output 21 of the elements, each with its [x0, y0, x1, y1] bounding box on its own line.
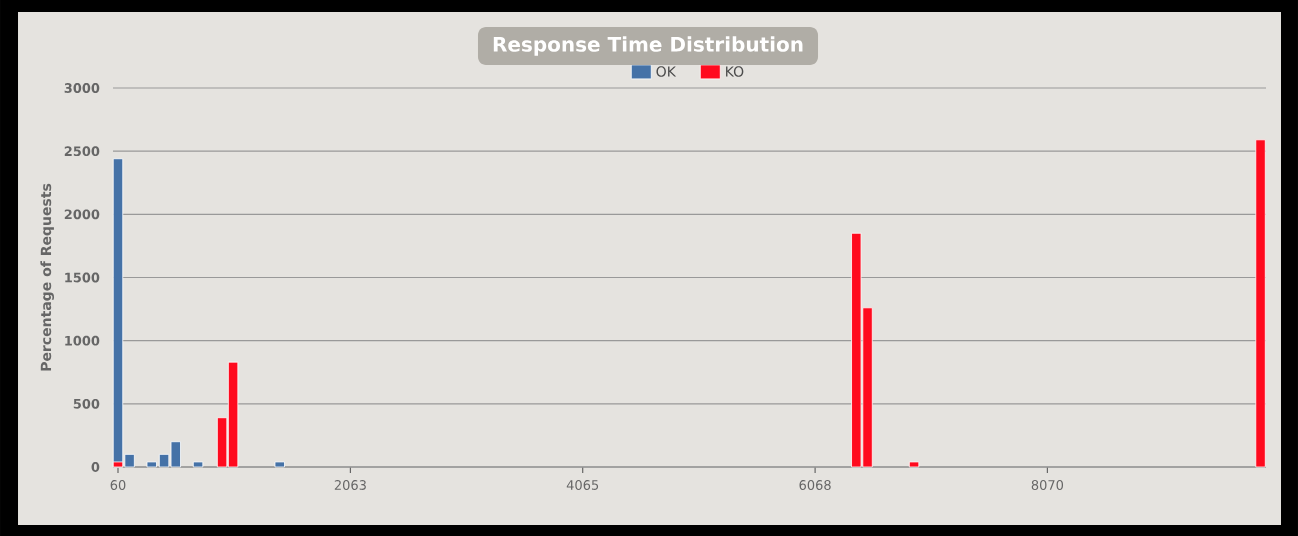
- y-tick-label: 500: [73, 398, 100, 409]
- y-tick-label: 1000: [65, 335, 100, 346]
- chart-title: Response Time Distribution: [493, 36, 803, 56]
- y-tick-label: 2500: [64, 146, 100, 157]
- bar: [192, 461, 204, 468]
- x-tick-label: 2063: [334, 480, 366, 490]
- legend-label: OK: [656, 66, 677, 77]
- y-axis-title: Percentage of Requests: [40, 183, 55, 371]
- bar: [1255, 139, 1266, 468]
- x-tick-label: 8070: [1031, 480, 1064, 490]
- x-tick-label: 6068: [799, 480, 831, 490]
- bar: [146, 461, 157, 468]
- y-tick-label: 2000: [64, 209, 100, 220]
- y-tick-label: 1500: [65, 272, 100, 283]
- legend-label: KO: [726, 66, 744, 77]
- x-tick-label: 4065: [566, 480, 599, 490]
- bar: [274, 461, 285, 468]
- y-tick-label: 3000: [64, 83, 100, 93]
- y-tick-label: 0: [91, 462, 100, 472]
- x-tick-label: 60: [110, 480, 126, 490]
- bar: [908, 461, 920, 468]
